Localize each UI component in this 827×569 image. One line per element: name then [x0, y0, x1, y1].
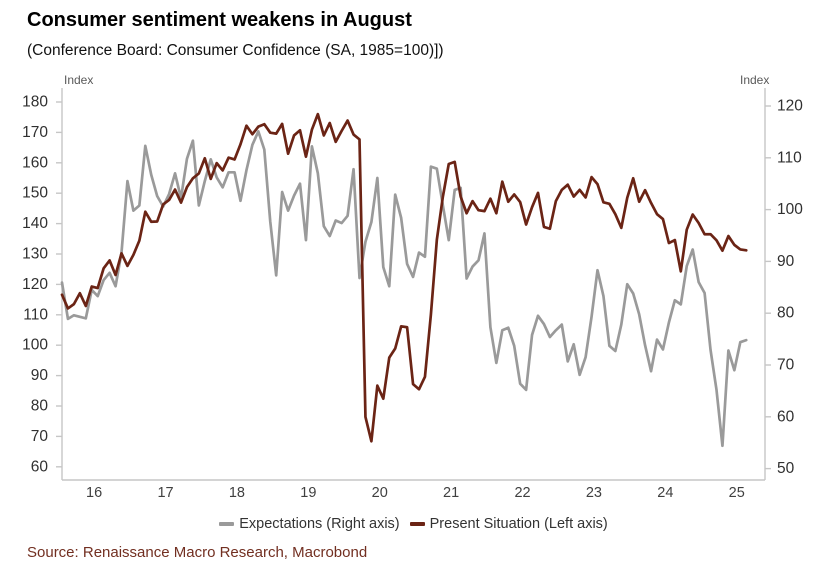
present-situation-line	[60, 112, 748, 443]
x-axis-tick-label: 21	[443, 485, 459, 501]
legend-label-present-situation: Present Situation (Left axis)	[429, 516, 608, 532]
present-situation-line-swatch	[409, 522, 425, 526]
x-axis-tick-label: 19	[300, 485, 316, 501]
expectations-line-swatch	[219, 522, 235, 526]
left-axis-tick-label: 140	[22, 215, 48, 232]
legend-item-present-situation: Present Situation (Left axis)	[409, 516, 608, 532]
chart-subtitle: (Conference Board: Consumer Confidence (…	[27, 42, 444, 59]
left-axis-tick-label: 70	[31, 428, 49, 445]
left-axis-tick-label: 130	[22, 246, 48, 263]
right-axis-tick-label: 80	[777, 305, 795, 322]
right-axis-tick-label: 70	[777, 357, 795, 374]
x-axis-tick-label: 20	[372, 485, 388, 501]
left-axis-unit-label: Index	[64, 73, 94, 87]
right-axis-unit-label: Index	[740, 73, 770, 87]
x-axis-tick-label: 24	[657, 485, 673, 501]
right-axis-tick-label: 50	[777, 460, 795, 477]
left-axis-tick-label: 180	[22, 94, 48, 111]
legend-label-expectations: Expectations (Right axis)	[239, 516, 400, 532]
x-axis-tick-label: 17	[157, 485, 173, 501]
left-axis-tick-label: 100	[22, 337, 48, 354]
chart-title: Consumer sentiment weakens in August	[27, 9, 412, 31]
chart-legend: Expectations (Right axis) Present Situat…	[0, 516, 827, 532]
x-axis-tick-label: 23	[586, 485, 602, 501]
x-axis-tick-label: 16	[86, 485, 102, 501]
left-axis-tick-label: 90	[31, 367, 49, 384]
x-axis-tick-label: 25	[729, 485, 745, 501]
left-axis-tick-label: 160	[22, 154, 48, 171]
x-axis-tick-label: 22	[514, 485, 530, 501]
left-axis-tick-label: 80	[31, 398, 49, 415]
expectations-line	[60, 130, 748, 448]
legend-item-expectations: Expectations (Right axis)	[219, 516, 400, 532]
right-axis-tick-label: 100	[777, 201, 803, 218]
right-axis-tick-label: 120	[777, 98, 803, 115]
left-axis-tick-label: 110	[23, 306, 48, 323]
left-axis-tick-label: 170	[22, 124, 48, 141]
left-axis-tick-label: 60	[31, 458, 49, 475]
source-note: Source: Renaissance Macro Research, Macr…	[27, 544, 368, 561]
right-axis-tick-label: 60	[777, 408, 795, 425]
left-axis-tick-label: 150	[22, 185, 48, 202]
left-axis-tick-label: 120	[22, 276, 48, 293]
right-axis-tick-label: 90	[777, 253, 795, 270]
x-axis-tick-label: 18	[229, 485, 245, 501]
right-axis-tick-label: 110	[777, 149, 802, 166]
